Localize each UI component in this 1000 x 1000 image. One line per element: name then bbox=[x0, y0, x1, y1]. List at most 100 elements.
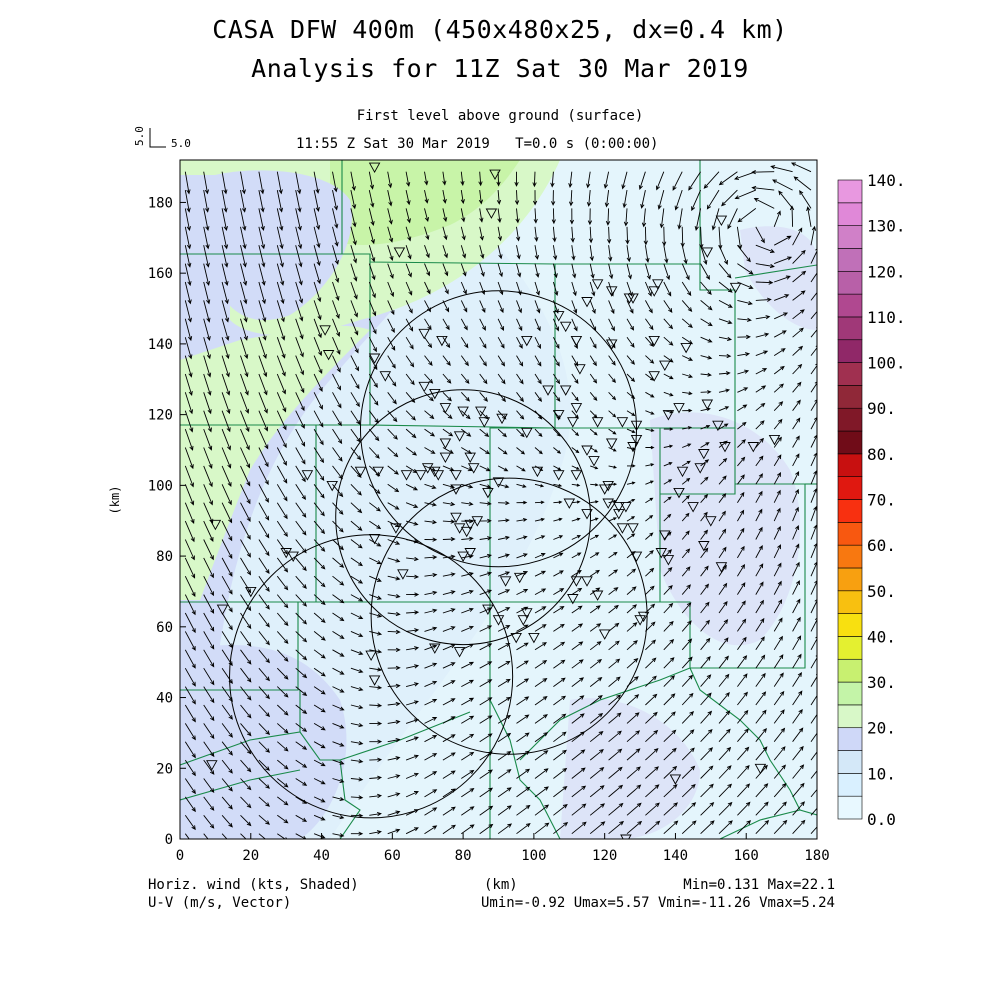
wind-vector bbox=[258, 190, 265, 213]
wind-vector bbox=[773, 764, 786, 779]
wind-vector bbox=[350, 557, 363, 567]
station-marker bbox=[393, 247, 406, 258]
wind-vector bbox=[479, 428, 490, 437]
station-marker bbox=[492, 615, 505, 626]
station-marker bbox=[567, 417, 579, 428]
station-marker bbox=[581, 576, 593, 587]
wind-vector bbox=[534, 318, 541, 332]
wind-vector bbox=[640, 190, 646, 209]
colorbar-swatch bbox=[837, 567, 863, 592]
station-marker bbox=[705, 516, 717, 527]
wind-vector bbox=[405, 736, 419, 743]
station-marker bbox=[662, 555, 675, 566]
station-marker bbox=[372, 466, 384, 478]
wind-vector bbox=[424, 428, 436, 437]
wind-vector bbox=[332, 612, 345, 622]
wind-vector bbox=[203, 355, 212, 378]
wind-vector bbox=[184, 410, 194, 433]
wind-vector bbox=[369, 721, 383, 726]
wind-vector bbox=[792, 488, 799, 503]
wind-vector bbox=[571, 300, 578, 314]
station-marker bbox=[429, 388, 441, 400]
wind-vector bbox=[792, 470, 800, 485]
county-boundaries bbox=[180, 160, 817, 839]
wind-vector bbox=[479, 518, 492, 523]
wind-vector bbox=[479, 823, 494, 835]
wind-vector bbox=[792, 708, 803, 724]
wind-vector bbox=[755, 544, 763, 559]
station-marker bbox=[648, 371, 660, 382]
wind-vector bbox=[718, 371, 731, 376]
wind-vector bbox=[700, 637, 711, 651]
wind-vector bbox=[792, 819, 806, 835]
wind-vector bbox=[295, 171, 302, 195]
colorbar-label: 70. bbox=[867, 491, 896, 510]
wind-vector bbox=[534, 392, 543, 403]
wind-vector bbox=[663, 496, 672, 504]
wind-vector bbox=[369, 557, 382, 565]
wind-vector bbox=[406, 610, 420, 615]
wind-vector bbox=[424, 698, 438, 706]
wind-vector bbox=[424, 355, 433, 367]
wind-vector bbox=[626, 410, 636, 417]
station-marker bbox=[429, 643, 441, 654]
wind-vector bbox=[608, 263, 614, 280]
wind-vector bbox=[621, 171, 628, 190]
wind-vector bbox=[792, 727, 804, 742]
wind-vector bbox=[258, 171, 265, 195]
colorbar-swatch bbox=[837, 316, 863, 341]
wind-vector bbox=[737, 783, 751, 798]
wind-vector bbox=[534, 588, 547, 595]
wind-vector bbox=[608, 766, 623, 779]
wind-vector bbox=[534, 447, 543, 455]
wind-vector bbox=[773, 383, 784, 393]
wind-vector bbox=[516, 245, 521, 260]
wind-vector bbox=[221, 704, 233, 720]
wind-vector bbox=[240, 355, 249, 378]
wind-vector bbox=[276, 667, 289, 680]
wind-vector bbox=[645, 532, 654, 540]
wind-vector bbox=[240, 649, 252, 665]
wind-vector bbox=[184, 208, 191, 232]
station-marker bbox=[439, 403, 452, 414]
wind-vector bbox=[645, 336, 654, 347]
footer-center-unit: (km) bbox=[484, 877, 518, 893]
wind-vector bbox=[571, 355, 579, 367]
wind-vector bbox=[516, 336, 523, 349]
wind-vector bbox=[589, 428, 598, 436]
wind-vector bbox=[221, 428, 231, 451]
wind-vector bbox=[258, 318, 267, 341]
wind-vector bbox=[810, 710, 817, 724]
wind-vector bbox=[751, 169, 775, 175]
reference-vector-label: 5.0 bbox=[171, 137, 191, 150]
wind-vector bbox=[550, 171, 555, 188]
station-marker bbox=[517, 615, 530, 626]
station-marker bbox=[482, 487, 494, 499]
wind-vector bbox=[276, 723, 289, 734]
wind-vector bbox=[276, 686, 289, 698]
wind-vector bbox=[810, 770, 817, 779]
wind-vector bbox=[553, 373, 561, 385]
wind-vector bbox=[681, 281, 692, 297]
wind-vector bbox=[663, 300, 673, 313]
wind-vector bbox=[184, 245, 192, 268]
wind-vector bbox=[663, 263, 671, 281]
wind-vector bbox=[350, 502, 363, 514]
wind-vector bbox=[515, 208, 520, 224]
wind-vector bbox=[332, 392, 342, 409]
wind-vector bbox=[681, 638, 693, 651]
wind-vector bbox=[534, 804, 550, 816]
wind-vector bbox=[240, 814, 252, 827]
wind-vector bbox=[424, 190, 429, 204]
wind-vector bbox=[276, 649, 289, 662]
station-marker bbox=[513, 572, 526, 584]
wind-vector bbox=[553, 641, 566, 651]
wind-vector bbox=[479, 751, 493, 761]
wind-vector bbox=[368, 336, 377, 353]
wind-vector bbox=[810, 381, 817, 393]
wind-vector bbox=[627, 464, 636, 468]
wind-vector bbox=[718, 226, 723, 250]
wind-vector bbox=[737, 655, 748, 669]
wind-vector bbox=[516, 678, 530, 687]
wind-vector bbox=[792, 227, 803, 246]
